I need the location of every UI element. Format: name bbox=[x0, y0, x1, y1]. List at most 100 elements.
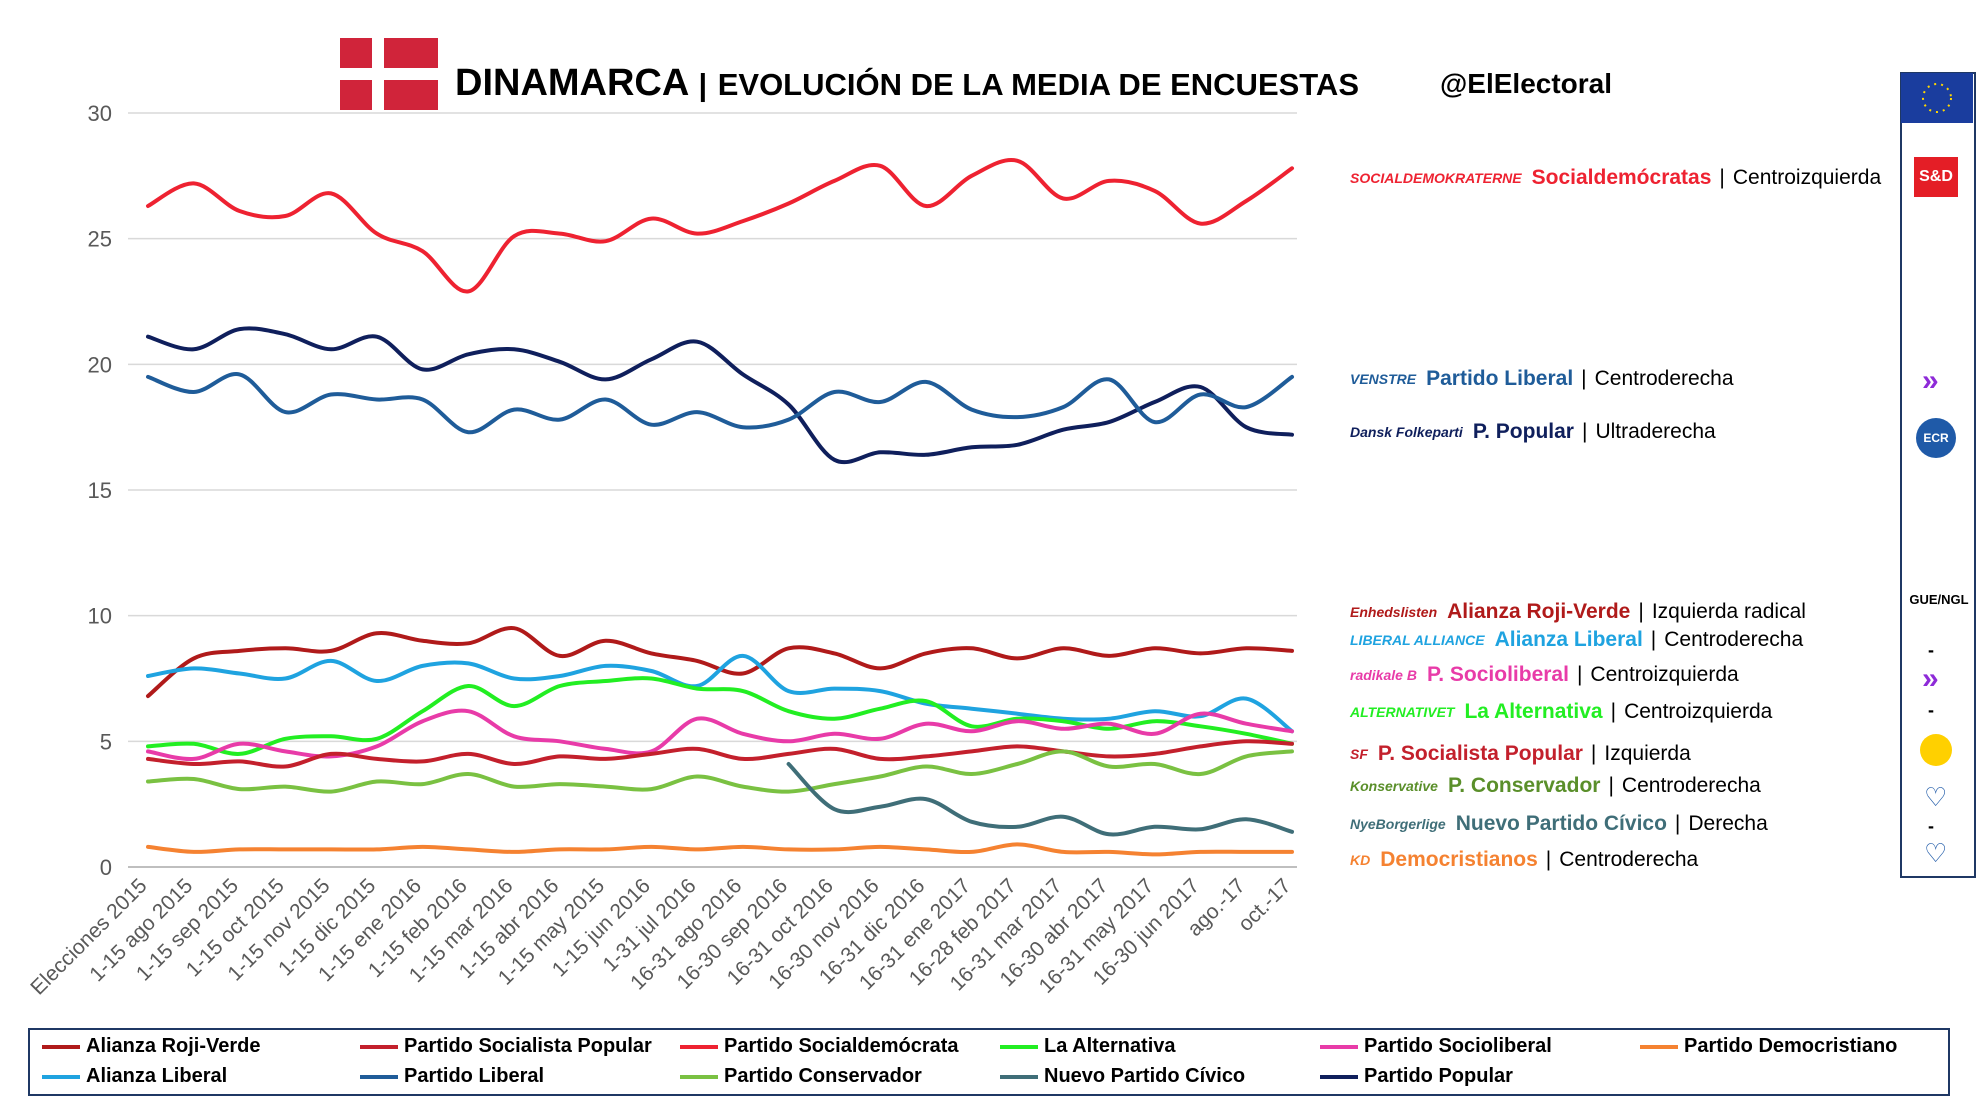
legend-swatch bbox=[1000, 1074, 1038, 1079]
legend-label: La Alternativa bbox=[1044, 1035, 1176, 1057]
legend-swatch bbox=[1320, 1074, 1358, 1079]
legend-label: Nuevo Partido Cívico bbox=[1044, 1065, 1246, 1087]
party-separator: | bbox=[1581, 420, 1588, 443]
country-title: DINAMARCA bbox=[455, 62, 688, 104]
party-separator: | bbox=[1608, 774, 1614, 797]
legend-item: Nuevo Partido Cívico bbox=[1000, 1065, 1245, 1088]
party-logo-icon: radikale B bbox=[1350, 667, 1417, 683]
y-tick-label: 20 bbox=[88, 352, 112, 377]
heart-icon: ♡ bbox=[1924, 782, 1948, 812]
gue-ngl-group-label: GUE/NGL bbox=[1909, 592, 1969, 607]
group-dash-3: - bbox=[1928, 816, 1934, 836]
party-label: NyeBorgerlige Nuevo Partido Cívico | Derech… bbox=[1350, 812, 1768, 836]
legend-item: Partido Socioliberal bbox=[1320, 1035, 1552, 1058]
y-tick-label: 0 bbox=[100, 855, 112, 880]
party-logo-icon: VENSTRE bbox=[1350, 371, 1417, 387]
party-name: P. Socioliberal bbox=[1426, 663, 1569, 686]
series-line-partido-socialista-popular bbox=[146, 739, 1294, 769]
party-label: ALTERNATIVET La Alternativa | Centroizquier… bbox=[1350, 700, 1772, 724]
party-logo-icon: KD bbox=[1350, 852, 1371, 868]
party-name: Alianza Roji-Verde bbox=[1447, 600, 1631, 623]
legend-item: Partido Popular bbox=[1320, 1065, 1513, 1088]
series-line-partido-liberal bbox=[146, 372, 1294, 435]
legend-label: Partido Democristiano bbox=[1684, 1035, 1898, 1057]
party-ideology: Centroizquierda bbox=[1624, 700, 1773, 723]
series-line-partido-popular bbox=[146, 326, 1294, 465]
party-label: Konservative P. Conservador | Centroderecha bbox=[1350, 774, 1761, 798]
legend-swatch bbox=[360, 1044, 398, 1049]
legend-label: Alianza Roji-Verde bbox=[86, 1035, 261, 1057]
chart-legend bbox=[28, 1028, 1950, 1096]
party-name: La Alternativa bbox=[1464, 700, 1603, 723]
party-ideology: Centroderecha bbox=[1621, 774, 1761, 797]
party-name: P. Popular bbox=[1472, 420, 1574, 443]
denmark-flag-icon bbox=[340, 38, 438, 110]
y-tick-label: 25 bbox=[88, 227, 112, 252]
eu-flag-icon bbox=[1901, 73, 1973, 123]
party-logo-icon: Konservative bbox=[1350, 778, 1438, 794]
legend-swatch bbox=[42, 1044, 80, 1049]
party-logo-icon: LIBERAL ALLIANCE bbox=[1350, 632, 1485, 648]
party-name: Socialdemócratas bbox=[1531, 166, 1712, 189]
party-ideology: Centroderecha bbox=[1664, 628, 1804, 651]
legend-swatch bbox=[1640, 1044, 1678, 1049]
party-separator: | bbox=[1674, 812, 1681, 835]
series-line-partido-conservador bbox=[146, 749, 1294, 794]
legend-item: Alianza Roji-Verde bbox=[42, 1035, 261, 1058]
title-separator: | bbox=[698, 67, 708, 102]
legend-label: Partido Conservador bbox=[724, 1065, 922, 1087]
legend-swatch bbox=[1320, 1044, 1358, 1049]
party-ideology: Centroderecha bbox=[1594, 367, 1734, 390]
party-label: SOCIALDEMOKRATERNE Socialdemócratas | Centr… bbox=[1350, 166, 1881, 190]
party-label: KD Democristianos | Centroderecha bbox=[1350, 848, 1698, 872]
party-separator: | bbox=[1650, 628, 1657, 651]
sunflower-icon bbox=[1920, 734, 1952, 766]
party-name: Alianza Liberal bbox=[1494, 628, 1643, 651]
party-ideology: Izquierda bbox=[1604, 742, 1691, 765]
party-ideology: Centroderecha bbox=[1559, 848, 1699, 871]
party-separator: | bbox=[1638, 600, 1644, 623]
legend-swatch bbox=[360, 1074, 398, 1079]
party-label: radikale B P. Socioliberal | Centroizquierd… bbox=[1350, 663, 1739, 687]
legend-label: Partido Socioliberal bbox=[1364, 1035, 1552, 1057]
twitter-handle: @ElElectoral bbox=[1440, 68, 1613, 99]
y-tick-label: 30 bbox=[88, 101, 112, 126]
party-logo-icon: ALTERNATIVET bbox=[1350, 704, 1455, 720]
party-separator: | bbox=[1590, 742, 1597, 765]
party-logo-icon: Dansk Folkeparti bbox=[1350, 424, 1463, 440]
party-separator: | bbox=[1545, 848, 1552, 871]
party-logo-icon: Enhedslisten bbox=[1350, 604, 1438, 620]
legend-item: Partido Conservador bbox=[680, 1065, 922, 1088]
group-dash-1: - bbox=[1928, 640, 1934, 660]
legend-item: La Alternativa bbox=[1000, 1035, 1176, 1058]
title-text: EVOLUCIÓN DE LA MEDIA DE ENCUESTAS bbox=[717, 67, 1360, 102]
legend-item: Alianza Liberal bbox=[42, 1065, 227, 1088]
series-line-nuevo-partido-civico bbox=[786, 762, 1294, 837]
party-ideology: Izquierda radical bbox=[1651, 600, 1806, 623]
party-logo-icon: SOCIALDEMOKRATERNE bbox=[1350, 170, 1522, 186]
legend-swatch bbox=[680, 1044, 718, 1049]
party-ideology: Ultraderecha bbox=[1595, 420, 1716, 443]
party-ideology: Derecha bbox=[1688, 812, 1768, 835]
party-separator: | bbox=[1610, 700, 1617, 723]
legend-item: Partido Liberal bbox=[360, 1065, 544, 1088]
party-name: Nuevo Partido Cívico bbox=[1455, 812, 1667, 835]
legend-label: Partido Socialista Popular bbox=[404, 1035, 652, 1057]
party-separator: | bbox=[1581, 367, 1587, 390]
party-logo-icon: NyeBorgerlige bbox=[1350, 816, 1446, 832]
y-tick-label: 10 bbox=[88, 604, 112, 629]
ecr-group-badge: ECR bbox=[1916, 418, 1956, 458]
renew-chevron-icon: » bbox=[1922, 364, 1939, 397]
legend-label: Partido Liberal bbox=[404, 1065, 545, 1087]
party-name: Democristianos bbox=[1380, 848, 1538, 871]
party-separator: | bbox=[1576, 663, 1583, 686]
series-line-partido-socioliberal bbox=[146, 708, 1294, 761]
legend-swatch bbox=[1000, 1044, 1038, 1049]
group-dash-2: - bbox=[1928, 700, 1934, 720]
party-separator: | bbox=[1719, 166, 1725, 189]
party-name: P. Conservador bbox=[1447, 774, 1601, 797]
legend-label: Partido Popular bbox=[1364, 1065, 1513, 1087]
y-tick-label: 15 bbox=[88, 478, 112, 503]
party-ideology: Centroizquierda bbox=[1590, 663, 1739, 686]
